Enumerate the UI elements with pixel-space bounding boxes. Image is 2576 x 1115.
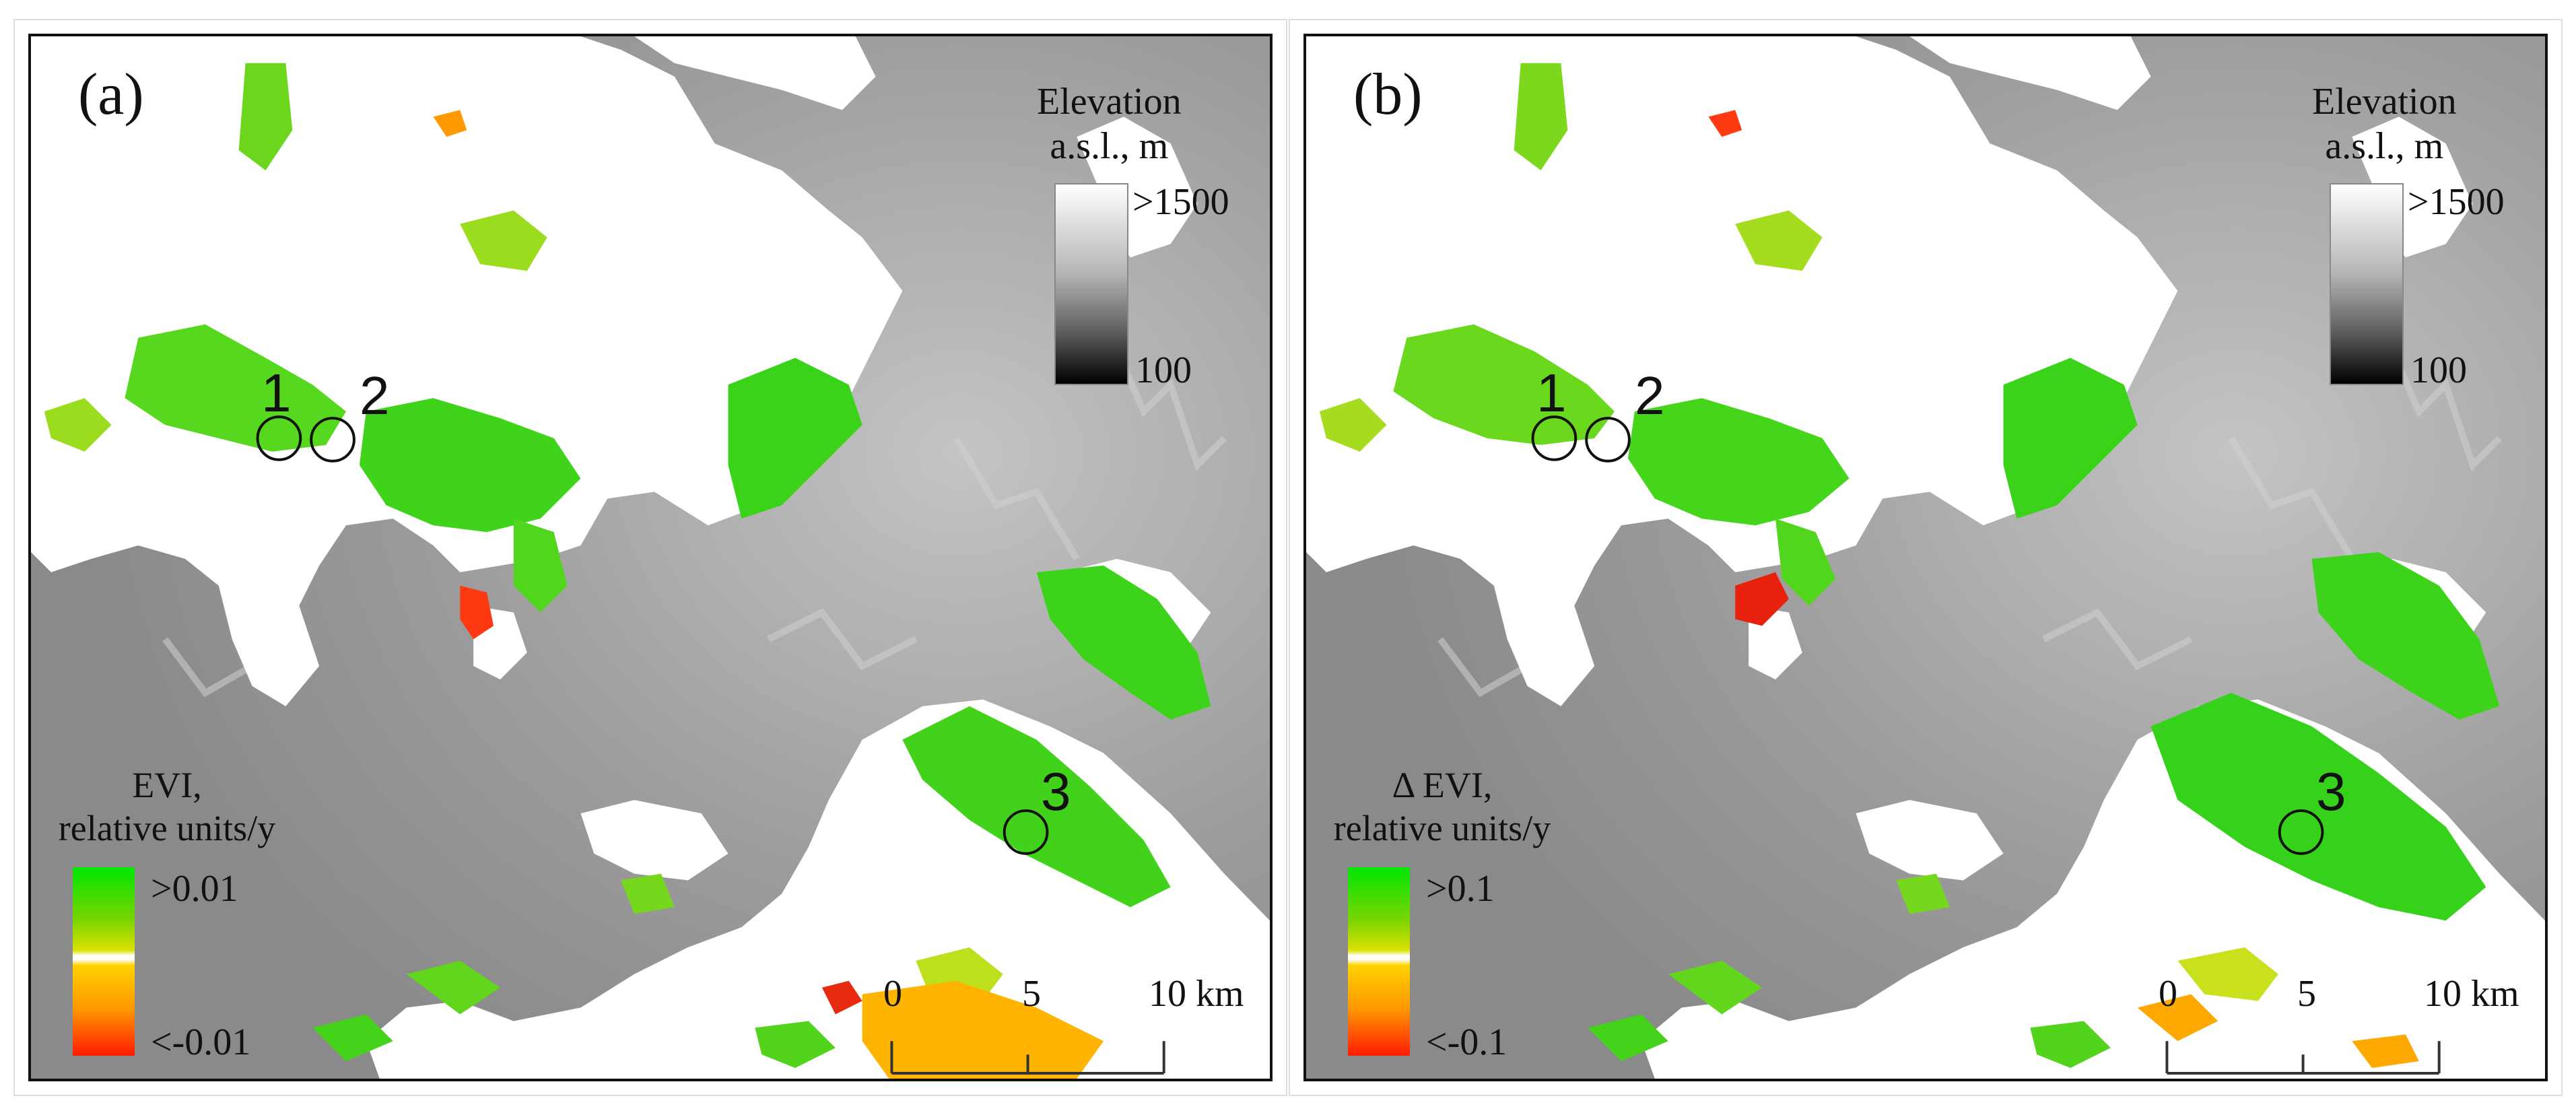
scale-bar-b: [2165, 1041, 2441, 1075]
ridges-b: [1437, 349, 2502, 698]
site-3-circle: [2278, 809, 2324, 855]
site-1-circle: [256, 415, 302, 461]
site-1-label: 1: [261, 363, 292, 423]
site-2-label: 2: [360, 366, 390, 426]
site-circles-a: [256, 415, 1049, 855]
evi-legend-title: EVI, relative units/y: [46, 764, 288, 850]
site-1-circle: [1531, 415, 1578, 461]
scale-label-10km: 10 km: [2424, 973, 2519, 1015]
evi-colorbar: [1348, 867, 1410, 1056]
site-3-label: 3: [2316, 762, 2346, 821]
panel-b: (b) Elevation a.s.l., m >1500 100 1 2 3 …: [1289, 19, 2563, 1096]
scale-label-5: 5: [1022, 973, 1041, 1015]
scale-label-0: 0: [2159, 973, 2177, 1015]
site-3-label: 3: [1041, 762, 1071, 821]
scale-bar-a: [890, 1041, 1165, 1075]
site-circles-b: [1531, 415, 2324, 855]
site-2-circle: [1585, 417, 1631, 463]
scale-label-10km: 10 km: [1149, 973, 1244, 1015]
site-3-circle: [1003, 809, 1049, 855]
elevation-colorbar: [2330, 183, 2404, 385]
evi-title-line2: relative units/y: [58, 808, 276, 848]
ridges-a: [162, 349, 1227, 698]
elevation-legend-title: Elevation a.s.l., m: [2312, 79, 2457, 168]
evi-max-label: >0.01: [151, 868, 238, 910]
elevation-title-line1: Elevation: [1037, 81, 1182, 123]
map-frame-b: (b) Elevation a.s.l., m >1500 100 1 2 3 …: [1303, 34, 2548, 1081]
elevation-title-line2: a.s.l., m: [1050, 125, 1169, 167]
map-frame-a: (a) Elevation a.s.l., m >1500 100 1 2 3 …: [28, 34, 1273, 1081]
elevation-title-line2: a.s.l., m: [2325, 125, 2444, 167]
elevation-min-label: 100: [1135, 349, 1192, 391]
site-2-circle: [310, 417, 355, 463]
scale-label-0: 0: [883, 973, 902, 1015]
evi-title-line2: relative units/y: [1333, 808, 1551, 848]
evi-max-label: >0.1: [1426, 868, 1495, 910]
elevation-min-label: 100: [2410, 349, 2467, 391]
evi-colorbar: [73, 867, 135, 1056]
elevation-max-label: >1500: [2408, 181, 2505, 223]
panel-a: (a) Elevation a.s.l., m >1500 100 1 2 3 …: [13, 19, 1287, 1096]
elevation-title-line1: Elevation: [2312, 81, 2457, 123]
site-2-label: 2: [1635, 366, 1665, 426]
evi-title-line1: Δ EVI,: [1392, 765, 1493, 805]
site-1-label: 1: [1536, 363, 1567, 423]
evi-min-label: <-0.01: [151, 1021, 251, 1063]
elevation-colorbar: [1054, 183, 1128, 385]
evi-patches-b: [1319, 63, 2500, 1069]
evi-legend-title: Δ EVI, relative units/y: [1321, 764, 1563, 850]
evi-title-line1: EVI,: [132, 765, 202, 805]
panel-label: (a): [78, 62, 144, 127]
evi-min-label: <-0.1: [1426, 1021, 1507, 1063]
elevation-legend-title: Elevation a.s.l., m: [1037, 79, 1182, 168]
elevation-max-label: >1500: [1132, 181, 1229, 223]
scale-label-5: 5: [2297, 973, 2316, 1015]
panel-label: (b): [1353, 62, 1423, 127]
